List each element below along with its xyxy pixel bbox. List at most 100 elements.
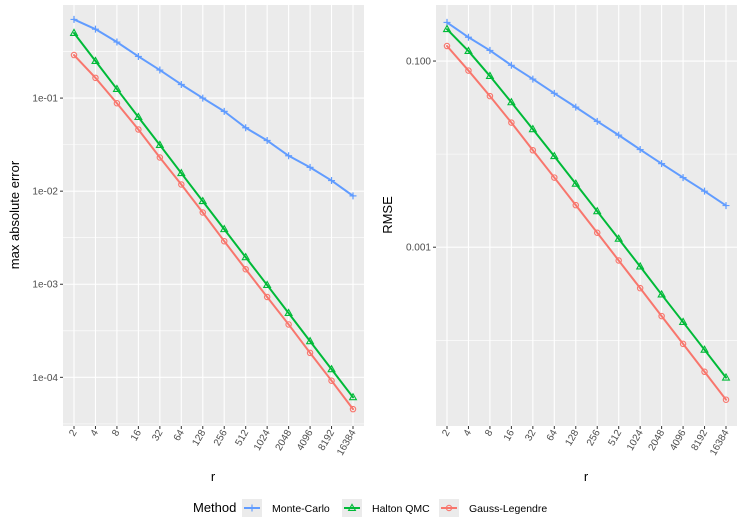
right-y-tick-label: 0.100 <box>406 57 431 68</box>
left-point-monte-carlo <box>177 80 185 88</box>
legend-title: Method <box>193 500 236 515</box>
left-x-axis-title: r <box>211 469 216 484</box>
left-point-gauss-legendre <box>135 126 142 133</box>
left-point-gauss-legendre <box>306 349 314 357</box>
right-point-halton-qmc <box>507 97 516 106</box>
right-series-line-monte-carlo <box>446 21 727 207</box>
right-plot-panel <box>436 5 737 426</box>
left-point-gauss-legendre <box>220 237 228 245</box>
left-point-monte-carlo <box>91 25 99 33</box>
left-point-halton-qmc <box>134 112 143 121</box>
right-point-monte-carlo <box>722 202 730 210</box>
right-point-gauss-legendre <box>658 312 665 320</box>
left-point-gauss-legendre <box>263 293 271 301</box>
right-point-gauss-legendre <box>701 368 708 376</box>
left-point-gauss-legendre <box>199 209 207 216</box>
right-point-monte-carlo <box>572 103 580 111</box>
left-point-monte-carlo <box>156 66 164 74</box>
left-x-tick-label: 512 <box>233 428 251 448</box>
right-x-tick-label: 2 <box>440 428 453 439</box>
right-chart-rmse: RMSE r 0.001 0.100 2 4 8 16 32 64 128 256 512 1024 2… <box>380 5 737 484</box>
left-point-halton-qmc <box>305 336 315 345</box>
left-y-tick-label: 1e-04 <box>32 373 58 384</box>
left-point-gauss-legendre <box>349 405 357 413</box>
right-point-halton-qmc <box>464 46 473 55</box>
right-point-halton-qmc <box>657 289 666 298</box>
right-point-monte-carlo <box>701 187 709 195</box>
left-y-tick-label: 1e-02 <box>32 187 58 198</box>
right-y-axis-title: RMSE <box>380 196 395 234</box>
right-point-halton-qmc <box>635 261 645 270</box>
left-point-monte-carlo <box>220 107 228 115</box>
right-point-halton-qmc <box>721 372 731 381</box>
left-series-line-gauss-legendre <box>73 54 354 411</box>
left-x-tick-label: 4 <box>89 428 102 439</box>
left-point-halton-qmc <box>155 140 165 148</box>
right-point-monte-carlo <box>658 160 666 168</box>
left-x-tick-label: 64 <box>172 428 187 444</box>
left-point-gauss-legendre <box>285 321 292 328</box>
left-point-gauss-legendre <box>328 377 335 384</box>
right-point-monte-carlo <box>529 75 537 83</box>
left-point-halton-qmc <box>327 364 336 373</box>
right-point-gauss-legendre <box>508 119 515 126</box>
left-point-halton-qmc <box>262 280 272 289</box>
left-point-gauss-legendre <box>113 99 121 107</box>
legend-key-marker-halton-qmc <box>347 503 357 511</box>
right-point-monte-carlo <box>550 89 558 97</box>
left-point-halton-qmc <box>348 392 358 401</box>
left-point-monte-carlo <box>285 152 293 160</box>
right-point-monte-carlo <box>593 117 601 125</box>
left-point-monte-carlo <box>113 38 121 46</box>
left-point-halton-qmc <box>176 168 186 177</box>
left-x-tick-label: 16 <box>129 428 144 444</box>
right-x-tick-label: 16384 <box>708 428 732 458</box>
left-point-halton-qmc <box>91 56 100 64</box>
legend-key-marker-gauss-legendre <box>445 504 453 512</box>
right-point-gauss-legendre <box>551 174 558 181</box>
left-point-halton-qmc <box>69 28 79 36</box>
right-point-gauss-legendre <box>593 229 601 236</box>
right-x-tick-label: 256 <box>585 428 603 448</box>
right-x-tick-label: 8192 <box>689 428 710 453</box>
left-series-line-monte-carlo <box>73 18 354 197</box>
legend-item-halton-qmc: Halton QMC <box>342 499 430 517</box>
left-point-halton-qmc <box>198 196 208 205</box>
left-point-halton-qmc <box>284 308 293 317</box>
left-point-halton-qmc <box>112 84 122 93</box>
left-point-monte-carlo <box>199 94 207 102</box>
legend-label-gauss-legendre: Gauss-Legendre <box>469 503 547 515</box>
left-x-tick-label: 32 <box>150 428 165 444</box>
legend-label-halton-qmc: Halton QMC <box>372 503 430 515</box>
right-point-halton-qmc <box>571 179 581 187</box>
right-point-gauss-legendre <box>679 340 687 348</box>
left-x-tick-label: 256 <box>212 428 230 448</box>
right-point-monte-carlo <box>679 174 687 182</box>
left-point-gauss-legendre <box>178 181 185 188</box>
left-x-tick-label: 8192 <box>316 428 337 453</box>
right-point-halton-qmc <box>614 234 624 242</box>
left-point-monte-carlo <box>263 137 271 145</box>
right-x-tick-label: 16 <box>502 428 517 444</box>
left-point-gauss-legendre <box>156 154 164 161</box>
left-x-tick-label: 16384 <box>335 428 359 458</box>
right-x-tick-label: 64 <box>545 428 560 444</box>
right-point-halton-qmc <box>678 317 688 326</box>
right-point-halton-qmc <box>700 345 709 353</box>
legend-item-monte-carlo: Monte-Carlo <box>242 499 330 517</box>
right-point-halton-qmc <box>549 151 559 160</box>
right-point-halton-qmc <box>442 24 452 33</box>
left-point-gauss-legendre <box>92 74 99 82</box>
right-x-tick-label: 2048 <box>647 428 668 453</box>
right-x-tick-label: 512 <box>606 428 624 448</box>
right-x-tick-label: 32 <box>523 428 538 444</box>
right-point-gauss-legendre <box>722 396 730 403</box>
legend-label-monte-carlo: Monte-Carlo <box>272 503 330 515</box>
right-point-monte-carlo <box>636 146 644 154</box>
left-point-gauss-legendre <box>242 265 249 273</box>
right-x-tick-label: 4 <box>462 428 475 439</box>
left-chart-max-abs-error: max absolute error r 1e-04 1e-03 1e-02 1e-0… <box>7 5 364 484</box>
right-point-halton-qmc <box>528 124 538 133</box>
right-point-monte-carlo <box>615 131 623 139</box>
